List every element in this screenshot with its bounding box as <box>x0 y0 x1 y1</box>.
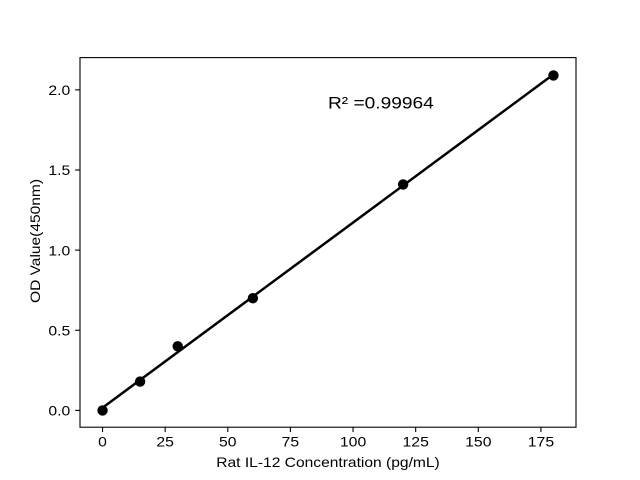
svg-text:2.0: 2.0 <box>48 82 70 98</box>
svg-text:1.0: 1.0 <box>48 242 70 258</box>
svg-text:0: 0 <box>98 433 107 449</box>
svg-text:1.5: 1.5 <box>48 162 70 178</box>
svg-text:175: 175 <box>528 433 555 449</box>
svg-text:100: 100 <box>340 433 367 449</box>
svg-text:R² =0.99964: R² =0.99964 <box>328 93 434 112</box>
svg-text:Rat IL-12 Concentration (pg/mL: Rat IL-12 Concentration (pg/mL) <box>216 454 440 470</box>
svg-text:25: 25 <box>156 433 174 449</box>
svg-text:75: 75 <box>282 433 300 449</box>
svg-text:50: 50 <box>219 433 237 449</box>
svg-text:0.5: 0.5 <box>48 322 70 338</box>
svg-text:OD Value(450nm): OD Value(450nm) <box>27 179 43 303</box>
svg-text:0.0: 0.0 <box>48 403 70 419</box>
svg-text:150: 150 <box>465 433 492 449</box>
svg-text:125: 125 <box>402 433 429 449</box>
